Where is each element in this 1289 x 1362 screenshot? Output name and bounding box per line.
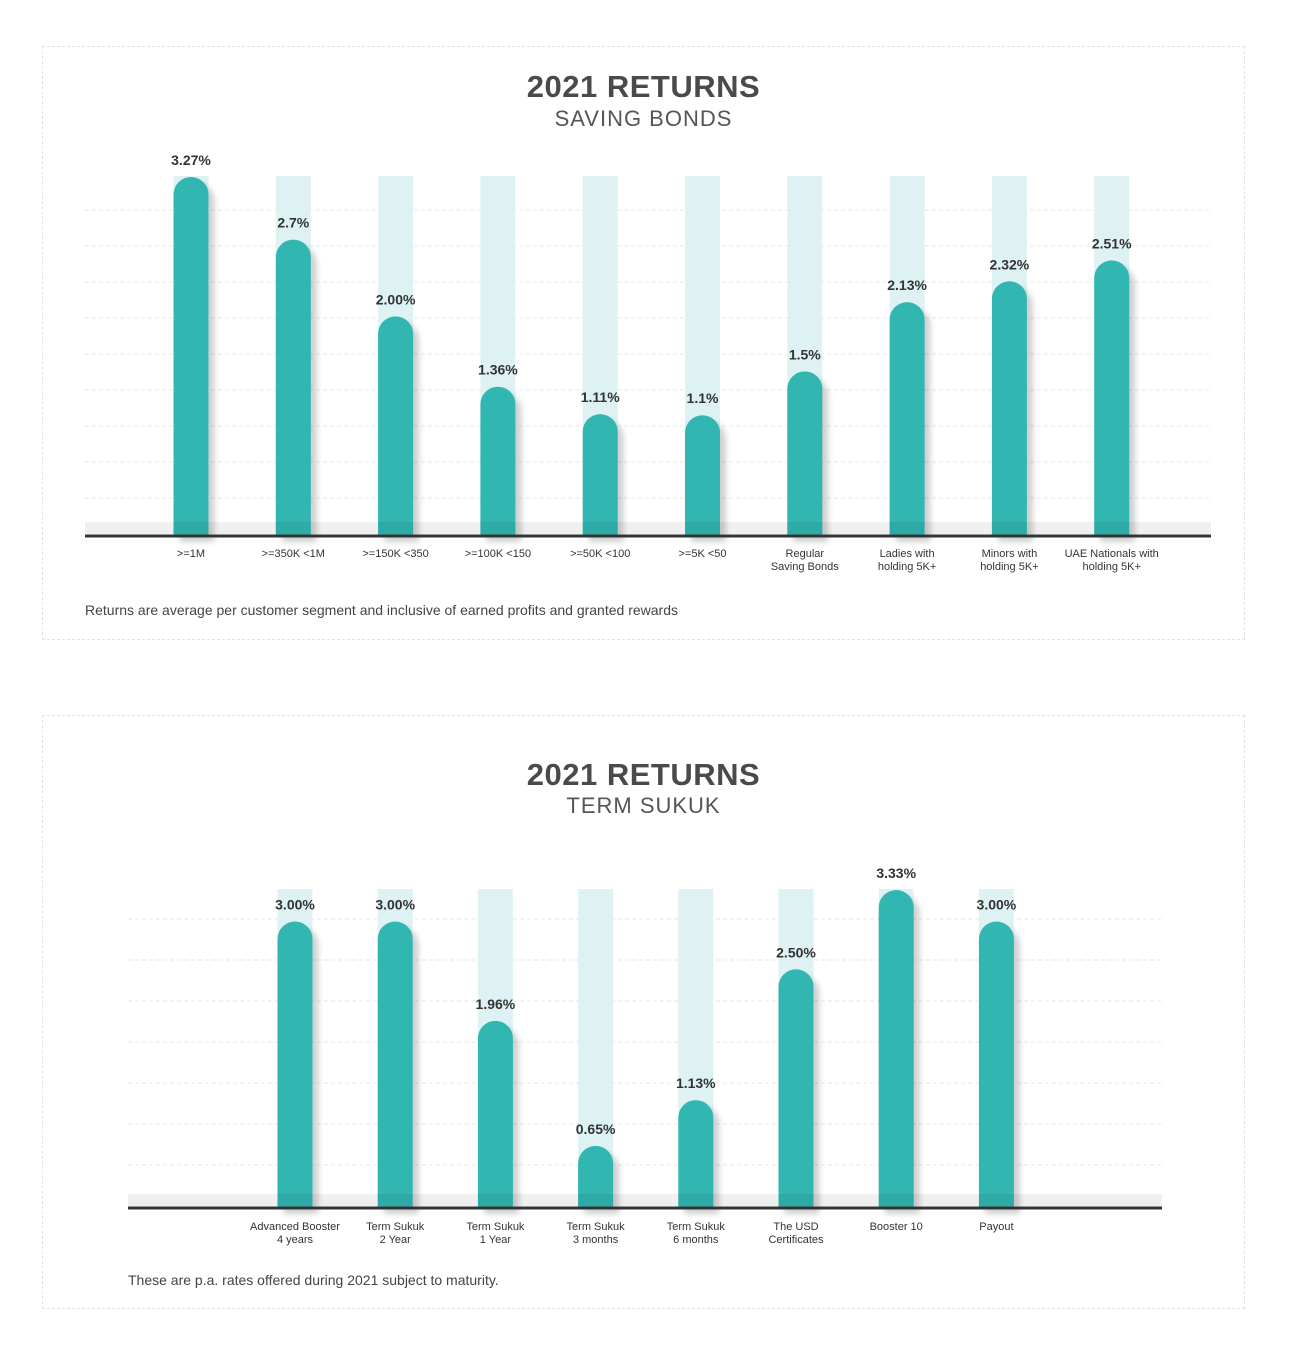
bar	[878, 890, 914, 1208]
bar	[277, 921, 313, 1208]
value-label: 2.51%	[1092, 235, 1132, 251]
category-label: Term Sukuk 2 Year	[366, 1221, 425, 1246]
bar	[778, 969, 814, 1208]
saving-bonds-panel: 2021 RETURNS SAVING BONDS 3.27% >=1M 2.7% >…	[42, 46, 1245, 640]
value-label: 1.5%	[789, 346, 821, 362]
value-label: 1.11%	[581, 389, 620, 405]
bar	[173, 177, 209, 536]
value-label: 3.00%	[375, 897, 415, 913]
bar	[787, 371, 823, 536]
value-label: 1.36%	[478, 362, 518, 378]
value-label: 1.13%	[676, 1075, 716, 1091]
saving-bonds-chart: 3.27% >=1M 2.7% >=350K <1M 2.00% >=150K <350 1…	[85, 152, 1211, 573]
category-label: Advanced Booster 4 years	[250, 1221, 340, 1246]
bar	[477, 1020, 513, 1208]
value-label: 3.00%	[275, 897, 315, 913]
chart-title: 2021 RETURNS	[526, 757, 761, 792]
value-label: 1.96%	[476, 996, 516, 1012]
category-label: Payout	[979, 1221, 1013, 1233]
value-label: 2.00%	[376, 291, 416, 307]
value-label: 2.32%	[990, 256, 1030, 272]
category-label: Term Sukuk 1 Year	[466, 1221, 525, 1246]
category-label: >=50K <100	[570, 548, 630, 560]
chart-footnote: These are p.a. rates offered during 2021…	[128, 1272, 499, 1288]
category-label: The USD Certificates	[768, 1221, 824, 1246]
bar	[582, 414, 618, 536]
category-label: >=150K <350	[362, 548, 428, 560]
category-label: >=350K <1M	[262, 548, 325, 560]
value-label: 3.27%	[171, 152, 211, 168]
category-label: >=1M	[177, 548, 205, 560]
term-sukuk-panel: 2021 RETURNS TERM SUKUK 3.00% Advanced Bo…	[42, 715, 1245, 1309]
chart-title: 2021 RETURNS	[526, 69, 761, 104]
value-label: 1.1%	[687, 390, 719, 406]
axis-shadow	[85, 522, 1211, 534]
bar	[978, 921, 1014, 1208]
category-label: Term Sukuk 6 months	[667, 1221, 726, 1246]
category-label: >=100K <150	[465, 548, 531, 560]
bar	[377, 921, 413, 1208]
category-label: UAE Nationals with holding 5K+	[1065, 548, 1159, 573]
value-label: 2.7%	[277, 215, 309, 231]
chart-subtitle: SAVING BONDS	[554, 106, 733, 131]
category-label: Regular Saving Bonds	[771, 548, 839, 573]
value-label: 2.50%	[776, 944, 816, 960]
chart-subtitle: TERM SUKUK	[566, 793, 721, 818]
bar	[678, 1100, 714, 1208]
bar	[1094, 260, 1130, 536]
bar	[991, 281, 1027, 536]
category-label: Ladies with holding 5K+	[878, 548, 936, 573]
bar	[889, 302, 925, 536]
bar	[275, 239, 311, 536]
chart-footnote: Returns are average per customer segment…	[85, 602, 678, 618]
bar	[378, 316, 414, 536]
category-label: Booster 10	[870, 1221, 923, 1233]
value-label: 3.00%	[977, 897, 1017, 913]
category-label: Term Sukuk 3 months	[567, 1221, 626, 1246]
value-label: 2.13%	[887, 277, 927, 293]
term-sukuk-chart: 3.00% Advanced Booster 4 years 3.00% Term Su…	[128, 865, 1162, 1246]
category-label: >=5K <50	[678, 548, 726, 560]
value-label: 3.33%	[876, 865, 916, 881]
bar	[685, 415, 720, 536]
axis-shadow	[128, 1194, 1162, 1206]
bar	[480, 386, 516, 536]
value-label: 0.65%	[576, 1121, 616, 1137]
category-label: Minors with holding 5K+	[980, 548, 1038, 573]
bar	[578, 1145, 614, 1208]
